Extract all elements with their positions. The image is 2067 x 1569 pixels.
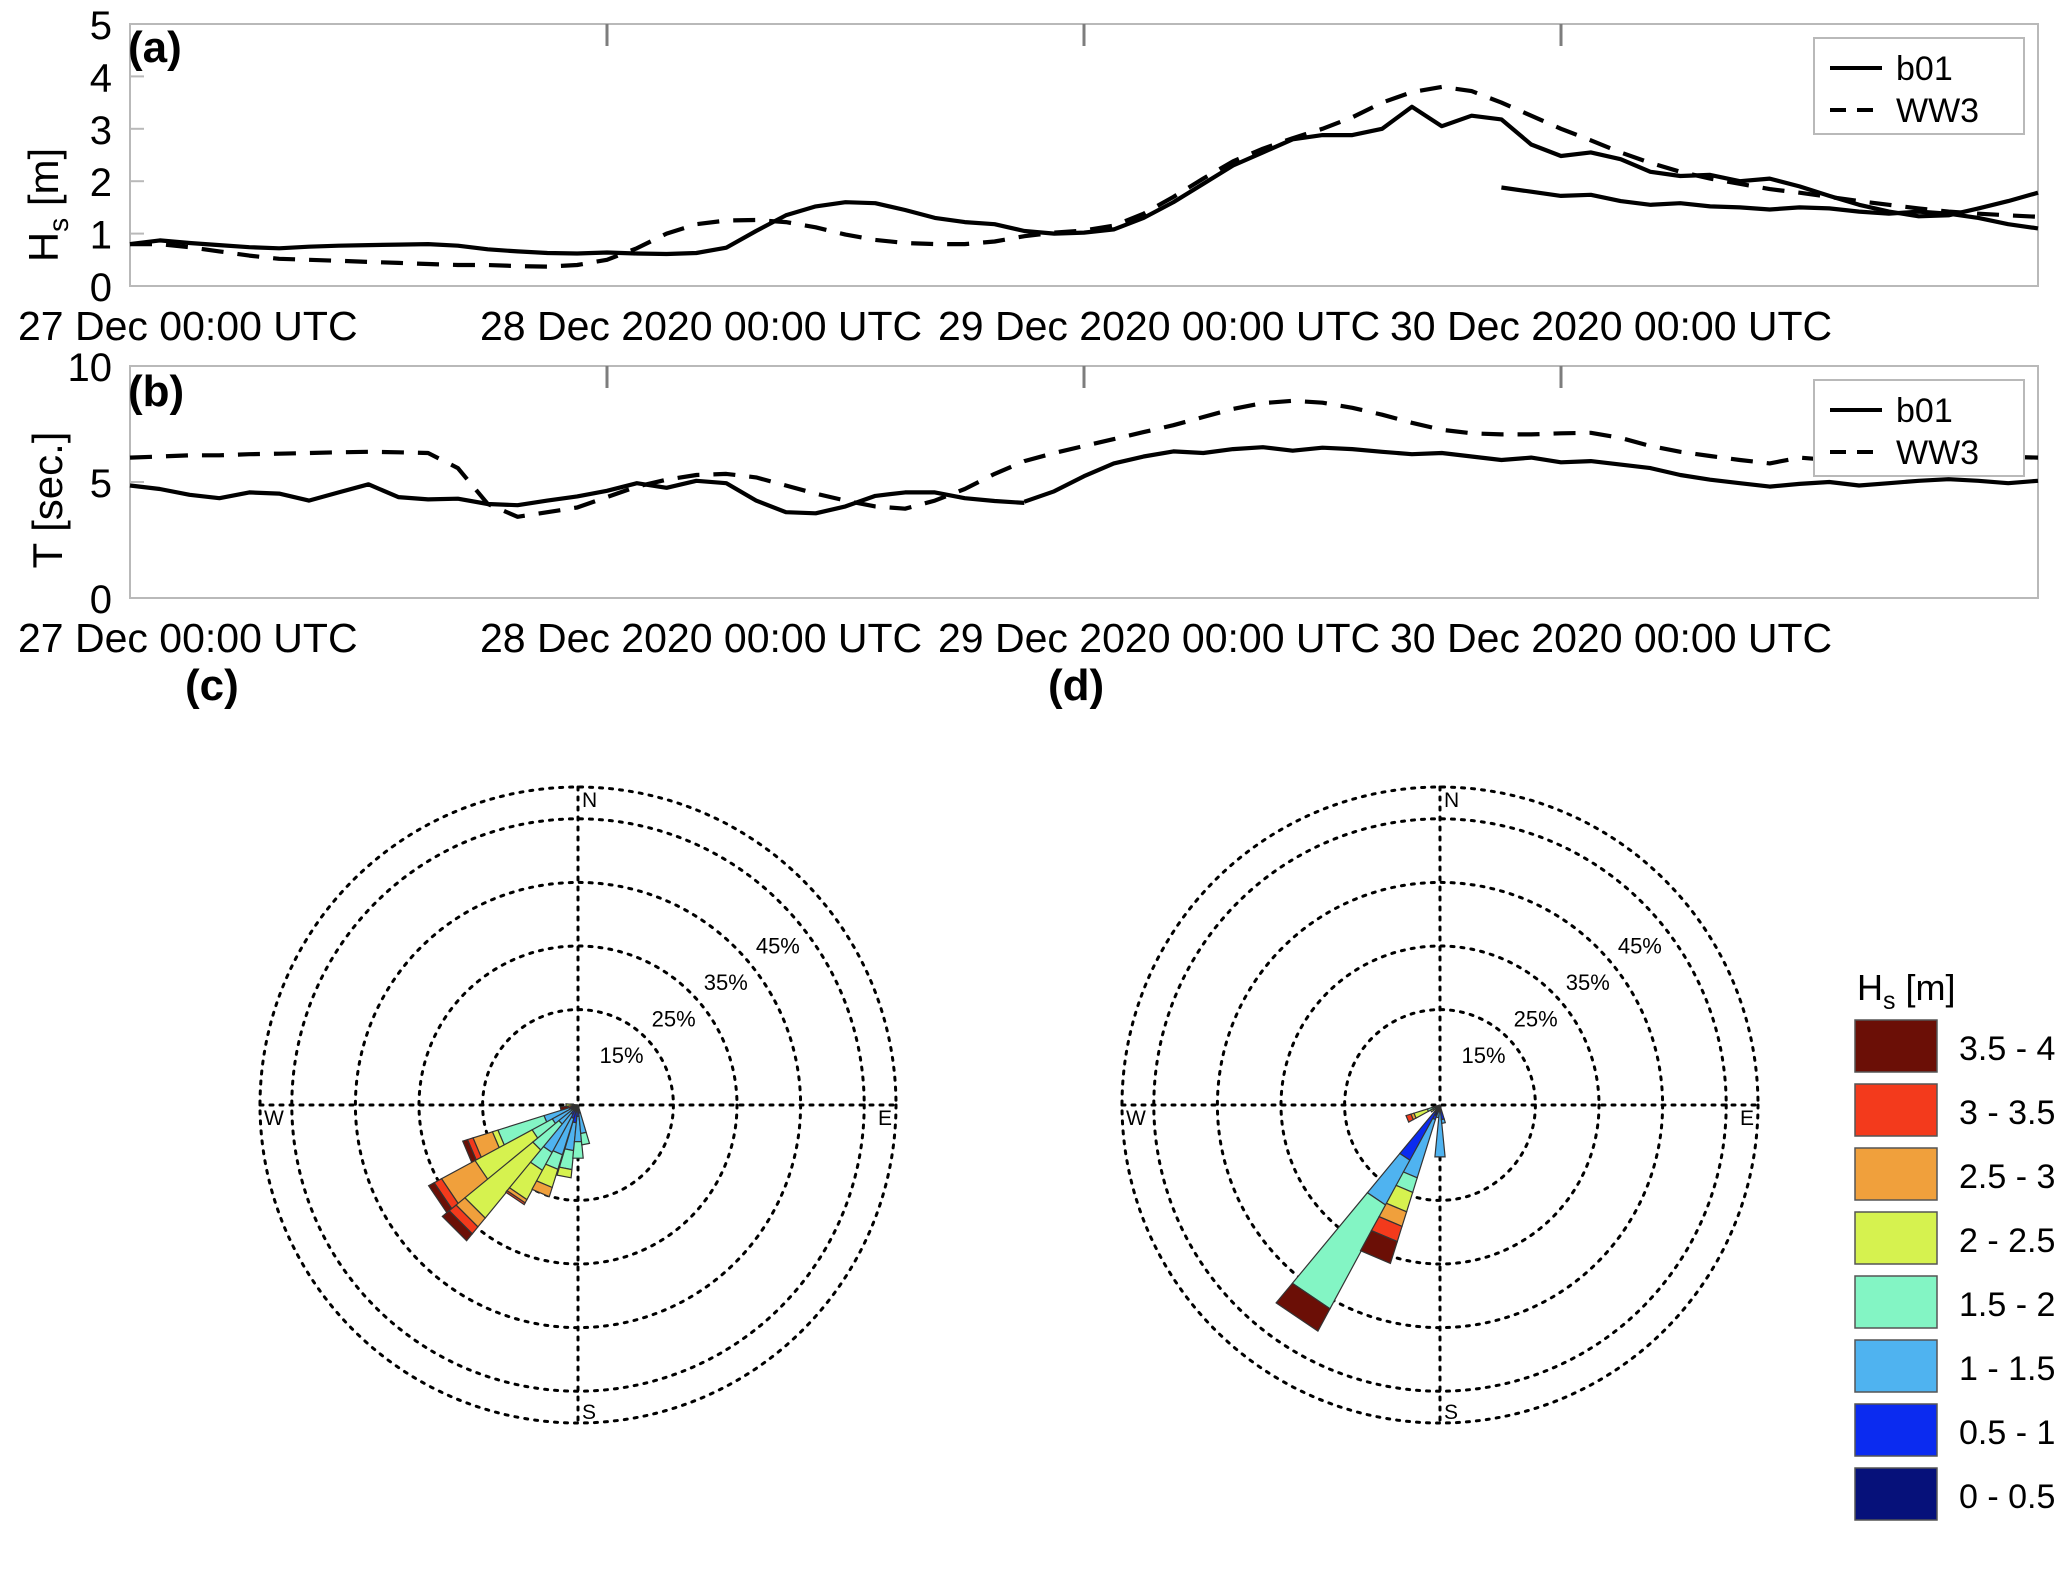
legend-box	[1813, 379, 2025, 477]
y-tick-label: 3	[90, 109, 112, 153]
rose-petal-segment	[580, 1131, 591, 1146]
rose-ring-label: 45%	[756, 933, 800, 958]
x-axis-label-a-3: 30 Dec 2020 00:00 UTC	[1390, 303, 1832, 349]
axes-frame	[129, 23, 2039, 287]
legend-label-ww3: WW3	[1896, 92, 1979, 130]
rose-petal-segment	[504, 1189, 526, 1206]
legend-box	[1813, 37, 2025, 135]
rose-d: 15% 25% 35% 45% N S E W	[1120, 785, 1760, 1425]
colorbar-swatch-label: 3.5 - 4	[1959, 1030, 2055, 1068]
colorbar-swatch-label: 0.5 - 1	[1959, 1414, 2055, 1452]
colorbar-swatch	[1854, 1403, 1938, 1457]
rose-ring-label: 25%	[1514, 1006, 1558, 1031]
y-tick-label: 10	[68, 346, 113, 390]
colorbar-swatch-label: 3 - 3.5	[1959, 1094, 2055, 1132]
rose-petal-segment	[572, 1141, 584, 1159]
panel-a: 0 1 2 3 4 5 b01 WW3	[90, 4, 2039, 310]
rose-cardinal-w: W	[264, 1107, 284, 1130]
rose-c: 15% 25% 35% 45% N S E W	[258, 785, 898, 1425]
legend-label-ww3: WW3	[1896, 434, 1979, 472]
y-tick-label: 2	[90, 161, 112, 205]
x-axis-label-b-1: 28 Dec 2020 00:00 UTC	[480, 615, 922, 661]
y-tick-label: 0	[90, 266, 112, 310]
rose-cardinal-s: S	[582, 1401, 596, 1424]
legend-label-b01: b01	[1896, 392, 1953, 430]
colorbar-title: Hs [m]	[1857, 967, 1956, 1015]
rose-petal-segment	[1359, 1229, 1399, 1265]
panel-label-a: (a)	[128, 23, 182, 72]
colorbar-swatch	[1854, 1083, 1938, 1137]
rose-petal-segment	[577, 1106, 582, 1114]
rose-ring-label: 35%	[1566, 970, 1610, 995]
colorbar-swatch-label: 1 - 1.5	[1959, 1350, 2055, 1388]
panel-label-b: (b)	[128, 367, 184, 416]
colorbar-swatch	[1854, 1339, 1938, 1393]
x-axis-label-a-0: 27 Dec 00:00 UTC	[18, 303, 358, 349]
rose-cardinal-n: N	[582, 789, 597, 812]
y-tick-label: 4	[90, 56, 112, 100]
rose-cardinal-w: W	[1126, 1107, 1146, 1130]
rose-petal-segment	[565, 1103, 573, 1107]
rose-cardinal-n: N	[1444, 789, 1459, 812]
colorbar-swatch	[1854, 1467, 1938, 1521]
colorbar-swatch	[1854, 1019, 1938, 1073]
legend-label-b01: b01	[1896, 50, 1953, 88]
rose-ring-label: 35%	[704, 970, 748, 995]
rose-ring-label: 15%	[600, 1043, 644, 1068]
rose-petal-segment	[1429, 1108, 1435, 1113]
rose-petal-segment	[556, 1166, 573, 1179]
rose-petal-segment	[1440, 1118, 1447, 1125]
colorbar-swatch	[1854, 1275, 1938, 1329]
colorbar-swatch-label: 2 - 2.5	[1959, 1222, 2055, 1260]
x-axis-label-b-0: 27 Dec 00:00 UTC	[18, 615, 358, 661]
colorbar-swatch	[1854, 1147, 1938, 1201]
colorbar-swatch-label: 0 - 0.5	[1959, 1478, 2055, 1516]
rose-petal-segment	[1439, 1106, 1445, 1121]
rose-petal-segment	[441, 1209, 474, 1242]
series-line-WW3	[130, 84, 2039, 269]
panel-label-c: (c)	[185, 661, 239, 710]
x-axis-label-b-2: 29 Dec 2020 00:00 UTC	[938, 615, 1380, 661]
colorbar-swatch-label: 1.5 - 2	[1959, 1286, 2055, 1324]
rose-ring-label: 45%	[1618, 933, 1662, 958]
panel-b: 0 5 10 b01 WW3	[68, 346, 2039, 622]
rose-ring-label: 15%	[1462, 1043, 1506, 1068]
y-tick-label: 1	[90, 214, 112, 258]
rose-petal-segment	[1405, 1113, 1414, 1123]
y-axis-title-a: Hs [m]	[20, 148, 74, 262]
y-axis-title-b: T [sec.]	[24, 432, 71, 569]
axes-frame	[129, 365, 2039, 599]
rose-ring-label: 25%	[652, 1006, 696, 1031]
series-line-b01	[129, 104, 2039, 257]
colorbar-swatch	[1854, 1211, 1938, 1265]
y-axis-title-a-text: Hs [m]	[20, 148, 74, 262]
y-tick-label: 0	[90, 578, 112, 622]
rose-cardinal-e: E	[878, 1107, 892, 1130]
x-axis-label-b-3: 30 Dec 2020 00:00 UTC	[1390, 615, 1832, 661]
series-line-b01	[129, 478, 1025, 516]
rose-cardinal-e: E	[1740, 1107, 1754, 1130]
rose-petal-segment	[531, 1180, 553, 1198]
y-tick-label: 5	[90, 4, 112, 48]
y-tick-label: 5	[90, 462, 112, 506]
panel-label-d: (d)	[1048, 661, 1104, 710]
x-axis-label-a-2: 29 Dec 2020 00:00 UTC	[938, 303, 1380, 349]
x-axis-label-a-1: 28 Dec 2020 00:00 UTC	[480, 303, 922, 349]
series-line-b01-tail	[1501, 185, 2039, 231]
rose-petal-segment	[1275, 1282, 1331, 1332]
rose-petal-segment	[578, 1112, 587, 1135]
colorbar-swatch-label: 2.5 - 3	[1959, 1158, 2055, 1196]
rose-cardinal-s: S	[1444, 1401, 1458, 1424]
y-axis-title-b-text: T [sec.]	[24, 432, 71, 569]
series-line-b01-seg2	[1023, 445, 2039, 504]
